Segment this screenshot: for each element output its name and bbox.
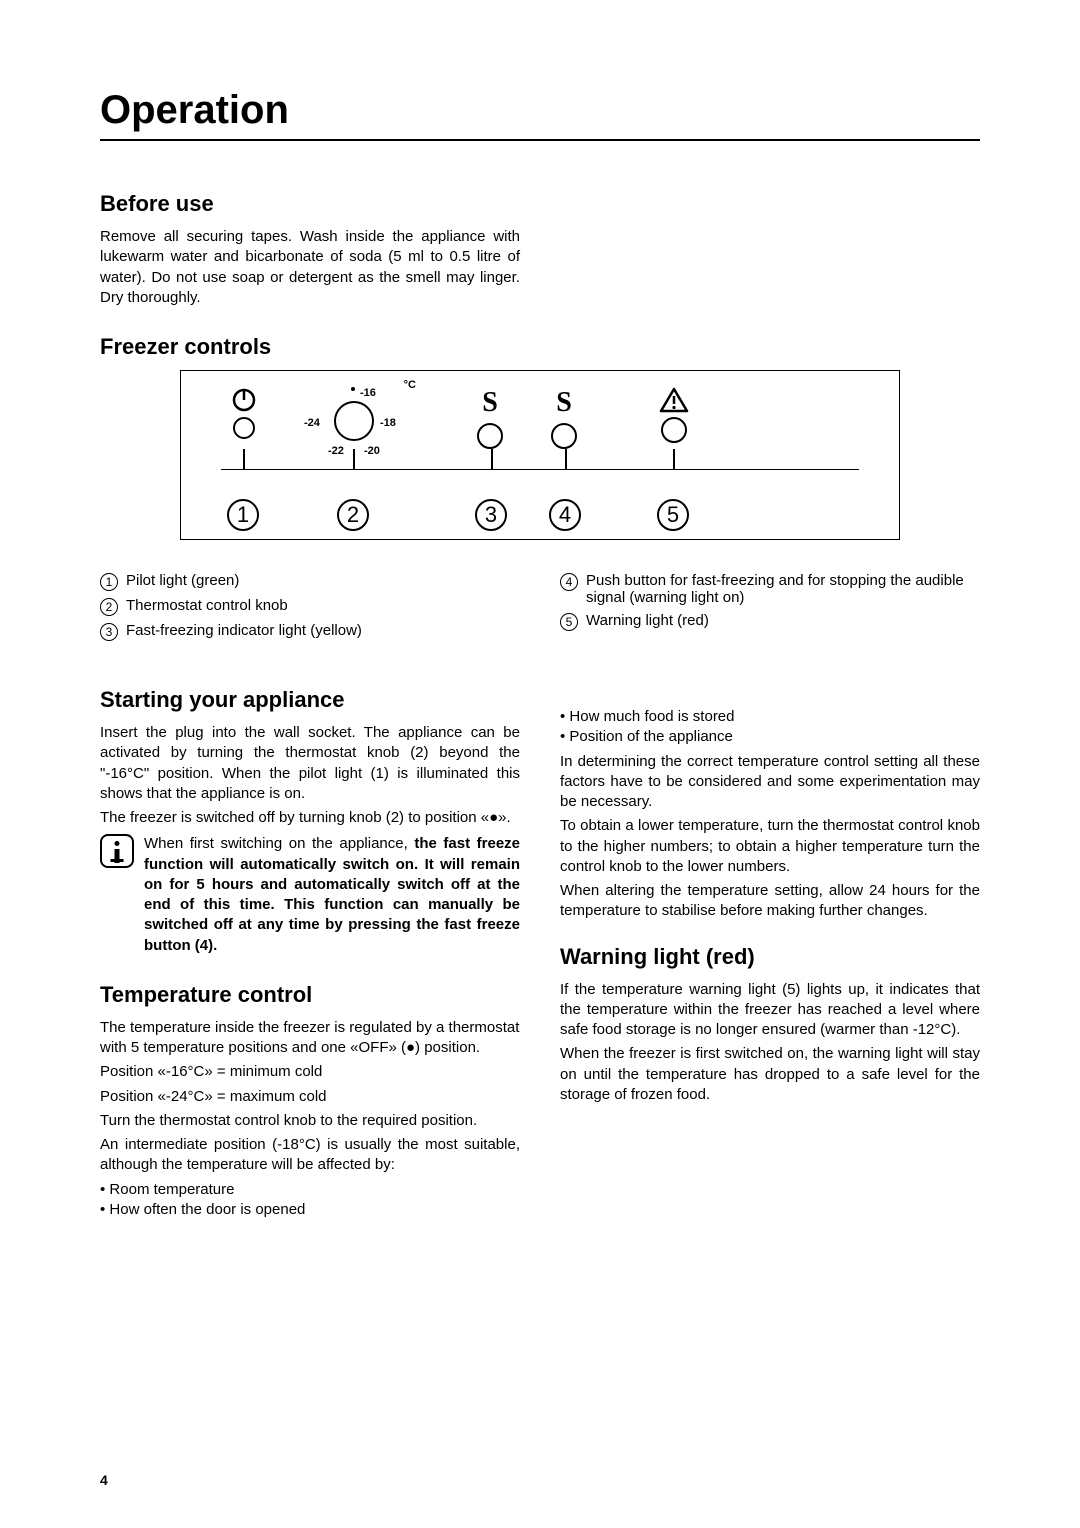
temp-p7: To obtain a lower temperature, turn the … — [560, 816, 980, 877]
legend-4: Push button for fast-freezing and for st… — [586, 572, 980, 606]
dial-16: -16 — [360, 387, 376, 399]
dial-24: -24 — [304, 417, 320, 429]
control-panel-diagram: °C -16 -18 -20 -22 -24 S S — [100, 370, 980, 540]
temp-bullet-room: Room temperature — [100, 1180, 520, 1200]
warning-p1: If the temperature warning light (5) lig… — [560, 980, 980, 1041]
temp-bullet-door: How often the door is opened — [100, 1200, 520, 1220]
before-use-body: Remove all securing tapes. Wash inside t… — [100, 227, 520, 308]
callout-2: 2 — [337, 499, 369, 531]
temp-p1: The temperature inside the freezer is re… — [100, 1018, 520, 1059]
controls-legend: 1Pilot light (green) 2Thermostat control… — [100, 566, 980, 647]
callout-3: 3 — [475, 499, 507, 531]
callout-4: 4 — [549, 499, 581, 531]
temp-p6: In determining the correct temperature c… — [560, 752, 980, 813]
fast-freeze-indicator-icon: S — [477, 387, 503, 449]
temp-p2: Position «-16°C» = minimum cold — [100, 1062, 520, 1082]
warning-heading: Warning light (red) — [560, 944, 980, 970]
page-number: 4 — [100, 1472, 108, 1488]
warning-icon — [659, 387, 689, 443]
info-icon — [100, 834, 134, 868]
starting-heading: Starting your appliance — [100, 687, 520, 713]
starting-p2: The freezer is switched off by turning k… — [100, 808, 520, 828]
callout-5: 5 — [657, 499, 689, 531]
legend-2: Thermostat control knob — [126, 597, 288, 614]
warning-p2: When the freezer is first switched on, t… — [560, 1044, 980, 1105]
before-use-heading: Before use — [100, 191, 520, 217]
dial-22: -22 — [328, 445, 344, 457]
temp-p4: Turn the thermostat control knob to the … — [100, 1111, 520, 1131]
legend-3: Fast-freezing indicator light (yellow) — [126, 622, 362, 639]
dial-unit: °C — [404, 379, 416, 391]
temp-p8: When altering the temperature setting, a… — [560, 881, 980, 922]
dial-18: -18 — [380, 417, 396, 429]
freezer-controls-heading: Freezer controls — [100, 334, 980, 360]
page-title: Operation — [100, 88, 980, 141]
dial-20: -20 — [364, 445, 380, 457]
starting-note: When first switching on the appliance, t… — [144, 834, 520, 956]
legend-5: Warning light (red) — [586, 612, 709, 629]
power-icon — [231, 387, 257, 439]
temp-p5: An intermediate position (-18°C) is usua… — [100, 1135, 520, 1176]
starting-p1: Insert the plug into the wall socket. Th… — [100, 723, 520, 804]
temp-bullet-position: Position of the appliance — [560, 727, 980, 747]
fast-freeze-button-icon: S — [551, 387, 577, 449]
temp-bullet-food: How much food is stored — [560, 707, 980, 727]
callout-1: 1 — [227, 499, 259, 531]
legend-1: Pilot light (green) — [126, 572, 239, 589]
thermostat-dial-icon: °C -16 -18 -20 -22 -24 — [296, 381, 416, 461]
temperature-heading: Temperature control — [100, 982, 520, 1008]
temp-p3: Position «-24°C» = maximum cold — [100, 1087, 520, 1107]
